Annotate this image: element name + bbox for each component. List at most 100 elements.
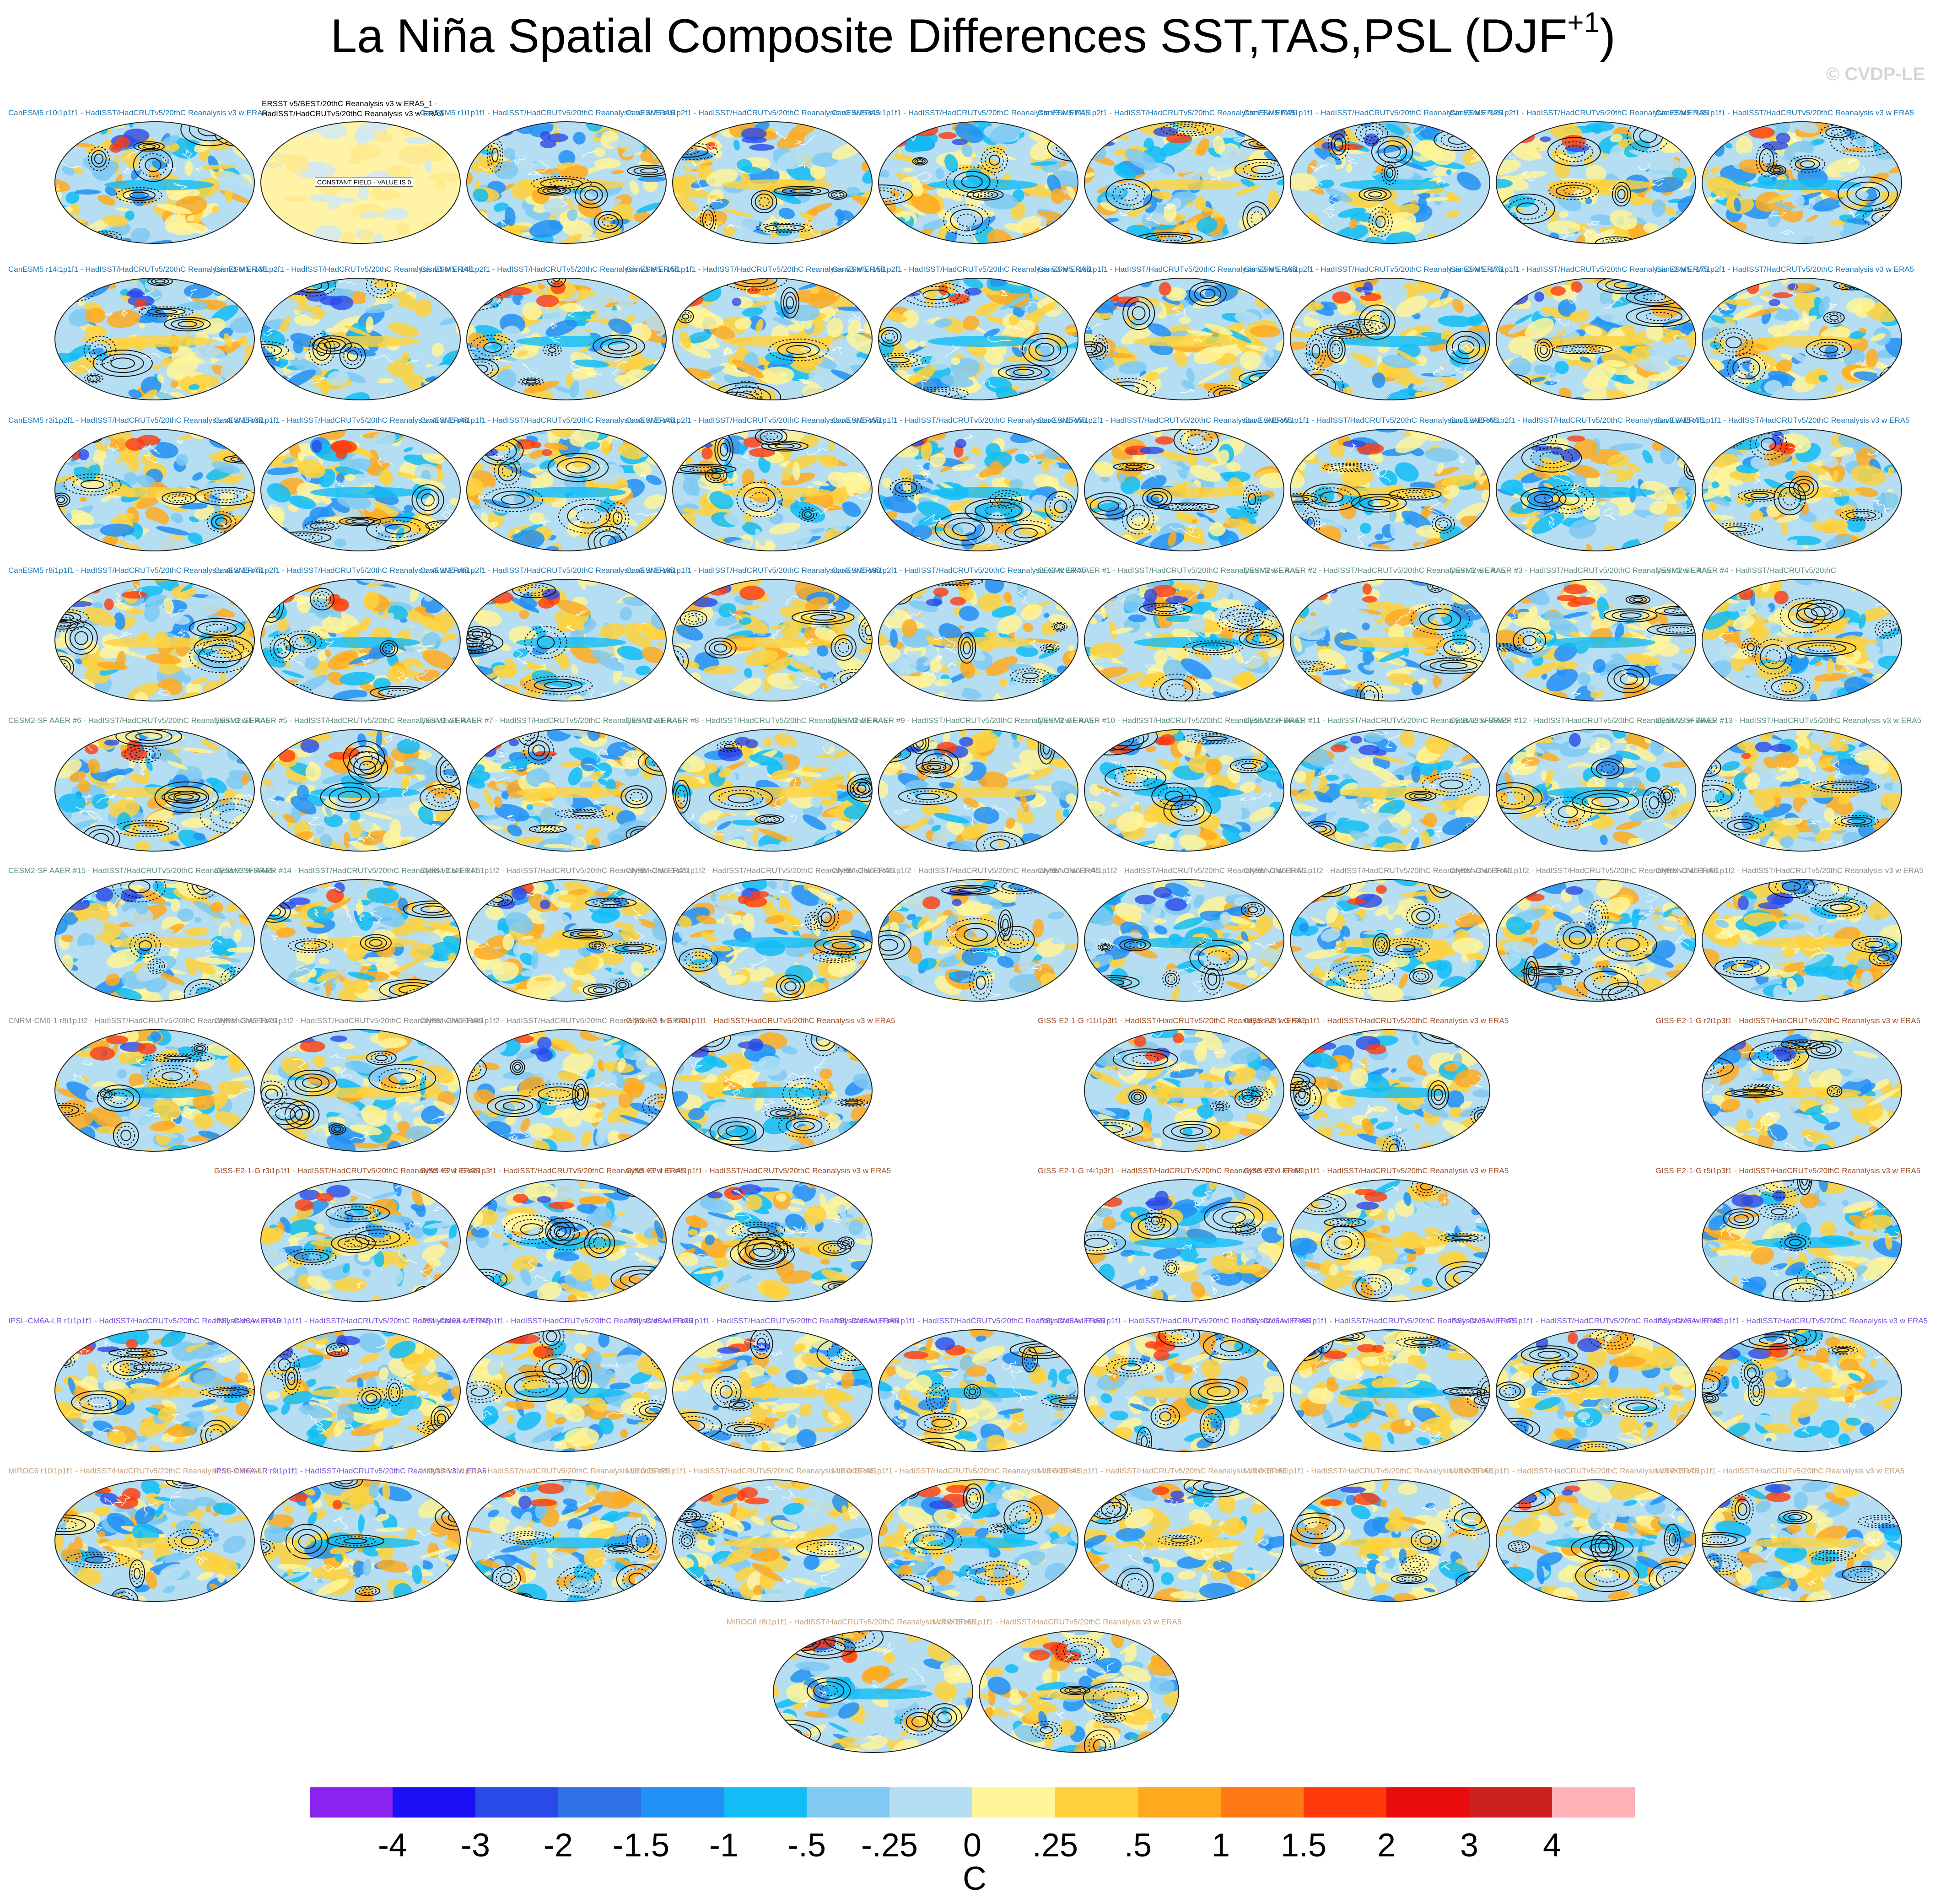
map-panel: CESM2-SF AAER #11 - HadISST/HadCRUTv5/20… [1244,712,1509,854]
global-map [1702,879,1902,1002]
global-map [1496,1479,1696,1602]
global-map [54,121,255,244]
map-panel: CESM2-SF AAER #8 - HadISST/HadCRUTv5/20t… [626,712,888,854]
panel-label: MIROC6 r5i1p1f1 - HadISST/HadCRUTv5/20th… [1244,1467,1493,1475]
global-map [54,1479,255,1602]
colorbar-swatch [1138,1787,1221,1818]
global-map [1290,1479,1490,1602]
panel-label: CanESM5 r1i1p2f1 - HadISST/HadCRUTv5/20t… [626,108,880,117]
panel-label: CanESM5 r16i1p1f1 - HadISST/HadCRUTv5/20… [1038,265,1297,274]
panel-label: CNRM-CM6-1 r6i1p1f2 - HadISST/HadCRUTv5/… [1450,866,1718,875]
global-map [979,1630,1179,1753]
colorbar-tick-label: .25 [1032,1827,1078,1864]
panel-label: CESM2-SF AAER #11 - HadISST/HadCRUTv5/20… [1244,716,1509,725]
panel-label: IPSL-CM6A-LR r8i1p1f1 - HadISST/HadCRUTv… [1655,1316,1928,1325]
global-map [260,879,461,1002]
colorbar-tick-label: 2 [1377,1827,1396,1864]
global-map [878,1479,1078,1602]
map-panel: CESM2-SF AAER #6 - HadISST/HadCRUTv5/20t… [8,712,270,854]
panel-label: CanESM5 r3i1p2f1 - HadISST/HadCRUTv5/20t… [8,416,263,425]
colorbar-tick-label: -3 [460,1827,491,1864]
map-panel: GISS-E2-1-G r3i1p1f1 - HadISST/HadCRUTv5… [214,1162,479,1304]
panel-label: CNRM-CM6-1 r2i1p1f2 - HadISST/HadCRUTv5/… [626,866,894,875]
panel-label: CanESM5 r17i1p1f1 - HadISST/HadCRUTv5/20… [1450,265,1709,274]
map-panel: IPSL-CM6A-LR r7i1p1f1 - HadISST/HadCRUTv… [1450,1312,1722,1454]
map-panel: CESM2-SF AAER #5 - HadISST/HadCRUTv5/20t… [214,712,476,854]
panel-label: GISS-E2-1-G r5i1p1f1 - HadISST/HadCRUTv5… [1244,1166,1509,1175]
global-map [466,1479,667,1602]
panel-label: CanESM5 r7i1p1f1 - HadISST/HadCRUTv5/20t… [1655,416,1910,425]
panel-label: CanESM5 r3i1p1f1 - HadISST/HadCRUTv5/20t… [214,416,469,425]
global-map [878,579,1078,701]
panel-label: CanESM5 r12i1p2f1 - HadISST/HadCRUTv5/20… [1450,108,1709,117]
global-map [773,1630,973,1753]
global-map [1290,1179,1490,1302]
map-panel: CanESM5 r8i1p2f1 - HadISST/HadCRUTv5/20t… [420,562,674,704]
colorbar-swatch [1055,1787,1138,1818]
colorbar-swatch [393,1787,475,1818]
map-panel: CESM2-SF AAER #7 - HadISST/HadCRUTv5/20t… [420,712,682,854]
global-map [1290,278,1490,400]
map-panel: ERSST v5/BEST/20thC Reanalysis v3 w ERA5… [260,100,461,246]
colorbar-swatch [724,1787,807,1818]
map-panel: CanESM5 r16i1p1f1 - HadISST/HadCRUTv5/20… [1038,261,1296,403]
map-panel: GISS-E2-1-G r5i1p3f1 - HadISST/HadCRUTv5… [1655,1162,1920,1304]
map-panel: MIROC6 r8i1p1f1 - HadISST/HadCRUTv5/20th… [727,1613,976,1755]
panel-label: CanESM5 r11i1p1f1 - HadISST/HadCRUTv5/20… [832,108,1090,117]
map-panel: GISS-E2-1-G r10i1p1f1 - HadISST/HadCRUTv… [626,1012,895,1154]
map-panel: CanESM5 r16i1p2f1 - HadISST/HadCRUTv5/20… [1244,261,1502,403]
global-map [1290,1029,1490,1152]
colorbar-swatch [889,1787,972,1818]
global-map [466,1329,667,1452]
global-map [672,579,873,701]
map-panel: CanESM5 r10i1p1f1 - HadISST/HadCRUTv5/20… [8,104,267,246]
map-panel: MIROC6 r7i1p1f1 - HadISST/HadCRUTv5/20th… [1655,1462,1904,1604]
panel-label: CanESM5 r9i1p2f1 - HadISST/HadCRUTv5/20t… [832,566,1086,575]
global-map [466,1029,667,1152]
panel-label: MIROC6 r4i1p1f1 - HadISST/HadCRUTv5/20th… [1038,1467,1287,1475]
global-map [1084,1479,1284,1602]
panel-label: CanESM5 r9i1p1f1 - HadISST/HadCRUTv5/20t… [626,566,880,575]
panel-label: CanESM5 r7i1p2f1 - HadISST/HadCRUTv5/20t… [214,566,469,575]
map-panel: CNRM-CM6-1 r6i1p1f2 - HadISST/HadCRUTv5/… [1450,862,1718,1004]
global-map [466,1179,667,1302]
panel-label: GISS-E2-1-G r2i1p3f1 - HadISST/HadCRUTv5… [1655,1016,1921,1025]
global-map [466,729,667,852]
panel-label: ERSST v5/BEST/20thC Reanalysis v3 w ERA5… [262,99,438,108]
panel-label: IPSL-CM6A-LR r10i1p1f1 - HadISST/HadCRUT… [214,1316,491,1325]
global-map [1496,879,1696,1002]
map-panel: CanESM5 r1i1p2f1 - HadISST/HadCRUTv5/20t… [626,104,880,246]
map-panel: CanESM5 r14i1p2f1 - HadISST/HadCRUTv5/20… [420,261,679,403]
map-panel: CanESM5 r13i1p1f1 - HadISST/HadCRUTv5/20… [1655,104,1914,246]
panel-label: CESM2-SF AAER #2 - HadISST/HadCRUTv5/20t… [1244,566,1505,575]
map-panel: GISS-E2-1-G r4i1p3f1 - HadISST/HadCRUTv5… [1038,1162,1303,1304]
global-map [672,278,873,400]
colorbar-tick-label: -1.5 [612,1827,670,1864]
panel-label: CNRM-CM6-1 r4i1p1f2 - HadISST/HadCRUTv5/… [1038,866,1306,875]
map-panel: CanESM5 r13i1p2f1 - HadISST/HadCRUTv5/20… [214,261,473,403]
map-panel: CanESM5 r4i1p2f1 - HadISST/HadCRUTv5/20t… [626,412,880,554]
panel-label: CanESM5 r17i1p2f1 - HadISST/HadCRUTv5/20… [1655,265,1914,274]
global-map [260,729,461,852]
global-map [1496,429,1696,551]
panel-label: GISS-E2-1-G r2i1p1f1 - HadISST/HadCRUTv5… [1244,1016,1509,1025]
panel-label: MIROC6 r2i1p1f1 - HadISST/HadCRUTv5/20th… [626,1467,875,1475]
map-panel: MIROC6 r2i1p1f1 - HadISST/HadCRUTv5/20th… [626,1462,875,1604]
map-panel: CESM2-SF AAER #3 - HadISST/HadCRUTv5/20t… [1450,562,1711,704]
map-panel: CanESM5 r17i1p1f1 - HadISST/HadCRUTv5/20… [1450,261,1708,403]
map-panel: CNRM-CM6-1 r9i1p1f2 - HadISST/HadCRUTv5/… [420,1012,688,1154]
global-map [54,1029,255,1152]
map-panel: CanESM5 r6i1p1f1 - HadISST/HadCRUTv5/20t… [1244,412,1498,554]
panel-label: MIROC6 r3i1p1f1 - HadISST/HadCRUTv5/20th… [832,1467,1081,1475]
global-map [1702,1179,1902,1302]
global-map [1496,278,1696,400]
watermark: © CVDP-LE [1826,64,1925,84]
map-panel: CanESM5 r3i1p2f1 - HadISST/HadCRUTv5/20t… [8,412,263,554]
panel-label: CanESM5 r11i1p2f1 - HadISST/HadCRUTv5/20… [1038,108,1296,117]
global-map [260,1179,461,1302]
map-panel: IPSL-CM6A-LR r1i1p1f1 - HadISST/HadCRUTv… [8,1312,280,1454]
panel-label: CanESM5 r12i1p1f1 - HadISST/HadCRUTv5/20… [1244,108,1503,117]
map-panel: MIROC6 r6i1p1f1 - HadISST/HadCRUTv5/20th… [1450,1462,1698,1604]
panel-label: MIROC6 r7i1p1f1 - HadISST/HadCRUTv5/20th… [1655,1467,1905,1475]
panel-label: CanESM5 r8i1p2f1 - HadISST/HadCRUTv5/20t… [420,566,674,575]
